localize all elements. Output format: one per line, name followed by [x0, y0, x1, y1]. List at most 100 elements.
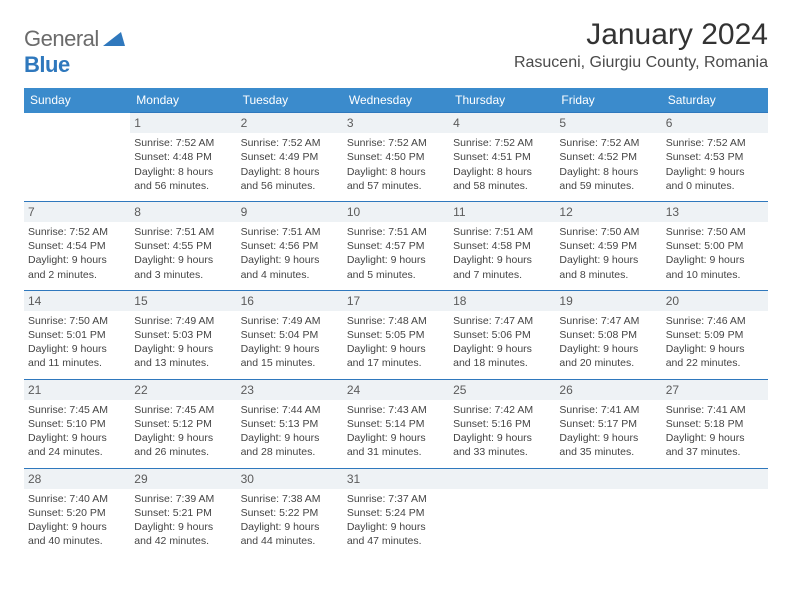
- daylight-text: Daylight: 9 hours: [241, 253, 339, 267]
- sunrise-text: Sunrise: 7:40 AM: [28, 492, 126, 506]
- day-number: 29: [130, 469, 236, 489]
- day-cell: [555, 468, 661, 556]
- daylight-text: and 20 minutes.: [559, 356, 657, 370]
- day-number: 2: [237, 113, 343, 133]
- day-number: 27: [662, 380, 768, 400]
- sunset-text: Sunset: 5:12 PM: [134, 417, 232, 431]
- day-number: 10: [343, 202, 449, 222]
- daylight-text: and 11 minutes.: [28, 356, 126, 370]
- day-cell: 11Sunrise: 7:51 AMSunset: 4:58 PMDayligh…: [449, 201, 555, 290]
- daylight-text: and 2 minutes.: [28, 268, 126, 282]
- sunrise-text: Sunrise: 7:45 AM: [134, 403, 232, 417]
- daylight-text: and 22 minutes.: [666, 356, 764, 370]
- day-cell: 1Sunrise: 7:52 AMSunset: 4:48 PMDaylight…: [130, 113, 236, 202]
- daylight-text: and 31 minutes.: [347, 445, 445, 459]
- sunset-text: Sunset: 5:04 PM: [241, 328, 339, 342]
- day-number: 7: [24, 202, 130, 222]
- daylight-text: Daylight: 9 hours: [453, 431, 551, 445]
- day-cell: 7Sunrise: 7:52 AMSunset: 4:54 PMDaylight…: [24, 201, 130, 290]
- daylight-text: Daylight: 9 hours: [28, 520, 126, 534]
- sunset-text: Sunset: 5:21 PM: [134, 506, 232, 520]
- day-number: 14: [24, 291, 130, 311]
- day-number: 18: [449, 291, 555, 311]
- day-number: 5: [555, 113, 661, 133]
- day-number: 1: [130, 113, 236, 133]
- day-cell: 24Sunrise: 7:43 AMSunset: 5:14 PMDayligh…: [343, 379, 449, 468]
- sunset-text: Sunset: 5:09 PM: [666, 328, 764, 342]
- week-row: 21Sunrise: 7:45 AMSunset: 5:10 PMDayligh…: [24, 379, 768, 468]
- week-row: 28Sunrise: 7:40 AMSunset: 5:20 PMDayligh…: [24, 468, 768, 556]
- daylight-text: and 0 minutes.: [666, 179, 764, 193]
- daylight-text: Daylight: 9 hours: [134, 520, 232, 534]
- logo-triangle-icon: [103, 26, 125, 52]
- sunrise-text: Sunrise: 7:51 AM: [347, 225, 445, 239]
- daylight-text: Daylight: 9 hours: [453, 253, 551, 267]
- day-cell: 4Sunrise: 7:52 AMSunset: 4:51 PMDaylight…: [449, 113, 555, 202]
- day-cell: [449, 468, 555, 556]
- sunrise-text: Sunrise: 7:43 AM: [347, 403, 445, 417]
- day-cell: 2Sunrise: 7:52 AMSunset: 4:49 PMDaylight…: [237, 113, 343, 202]
- daylight-text: Daylight: 9 hours: [241, 342, 339, 356]
- day-cell: [662, 468, 768, 556]
- daylight-text: and 13 minutes.: [134, 356, 232, 370]
- day-cell: 3Sunrise: 7:52 AMSunset: 4:50 PMDaylight…: [343, 113, 449, 202]
- day-cell: 17Sunrise: 7:48 AMSunset: 5:05 PMDayligh…: [343, 290, 449, 379]
- daylight-text: and 37 minutes.: [666, 445, 764, 459]
- daylight-text: and 47 minutes.: [347, 534, 445, 548]
- daylight-text: Daylight: 9 hours: [559, 253, 657, 267]
- daylight-text: and 56 minutes.: [241, 179, 339, 193]
- sunset-text: Sunset: 5:01 PM: [28, 328, 126, 342]
- day-cell: 20Sunrise: 7:46 AMSunset: 5:09 PMDayligh…: [662, 290, 768, 379]
- sunset-text: Sunset: 4:49 PM: [241, 150, 339, 164]
- daylight-text: Daylight: 8 hours: [134, 165, 232, 179]
- daylight-text: and 59 minutes.: [559, 179, 657, 193]
- daylight-text: Daylight: 9 hours: [559, 342, 657, 356]
- day-cell: 19Sunrise: 7:47 AMSunset: 5:08 PMDayligh…: [555, 290, 661, 379]
- daylight-text: Daylight: 9 hours: [666, 253, 764, 267]
- sunset-text: Sunset: 5:22 PM: [241, 506, 339, 520]
- day-cell: 10Sunrise: 7:51 AMSunset: 4:57 PMDayligh…: [343, 201, 449, 290]
- day-cell: [24, 113, 130, 202]
- daylight-text: and 15 minutes.: [241, 356, 339, 370]
- day-number: 9: [237, 202, 343, 222]
- day-cell: 31Sunrise: 7:37 AMSunset: 5:24 PMDayligh…: [343, 468, 449, 556]
- logo-text-general: General: [24, 26, 99, 51]
- sunset-text: Sunset: 5:10 PM: [28, 417, 126, 431]
- daylight-text: Daylight: 9 hours: [559, 431, 657, 445]
- day-number: 28: [24, 469, 130, 489]
- week-row: 14Sunrise: 7:50 AMSunset: 5:01 PMDayligh…: [24, 290, 768, 379]
- logo-text-blue: Blue: [24, 52, 70, 77]
- sunset-text: Sunset: 5:17 PM: [559, 417, 657, 431]
- sunrise-text: Sunrise: 7:51 AM: [134, 225, 232, 239]
- daylight-text: and 10 minutes.: [666, 268, 764, 282]
- sunrise-text: Sunrise: 7:46 AM: [666, 314, 764, 328]
- daylight-text: and 57 minutes.: [347, 179, 445, 193]
- daylight-text: and 24 minutes.: [28, 445, 126, 459]
- day-cell: 9Sunrise: 7:51 AMSunset: 4:56 PMDaylight…: [237, 201, 343, 290]
- sunrise-text: Sunrise: 7:52 AM: [453, 136, 551, 150]
- daylight-text: and 5 minutes.: [347, 268, 445, 282]
- location: Rasuceni, Giurgiu County, Romania: [514, 54, 768, 72]
- daylight-text: and 18 minutes.: [453, 356, 551, 370]
- day-number: 3: [343, 113, 449, 133]
- day-number: 21: [24, 380, 130, 400]
- sunset-text: Sunset: 5:06 PM: [453, 328, 551, 342]
- sunset-text: Sunset: 5:20 PM: [28, 506, 126, 520]
- title-block: January 2024 Rasuceni, Giurgiu County, R…: [514, 18, 768, 72]
- daylight-text: Daylight: 8 hours: [241, 165, 339, 179]
- day-number: 6: [662, 113, 768, 133]
- day-cell: 22Sunrise: 7:45 AMSunset: 5:12 PMDayligh…: [130, 379, 236, 468]
- day-header: Friday: [555, 88, 661, 113]
- day-number: 20: [662, 291, 768, 311]
- daylight-text: and 35 minutes.: [559, 445, 657, 459]
- sunrise-text: Sunrise: 7:45 AM: [28, 403, 126, 417]
- daylight-text: and 28 minutes.: [241, 445, 339, 459]
- day-cell: 23Sunrise: 7:44 AMSunset: 5:13 PMDayligh…: [237, 379, 343, 468]
- daylight-text: Daylight: 9 hours: [347, 253, 445, 267]
- sunrise-text: Sunrise: 7:52 AM: [347, 136, 445, 150]
- daylight-text: Daylight: 9 hours: [28, 342, 126, 356]
- sunset-text: Sunset: 4:58 PM: [453, 239, 551, 253]
- day-number-empty: [662, 469, 768, 489]
- sunset-text: Sunset: 4:55 PM: [134, 239, 232, 253]
- day-header: Thursday: [449, 88, 555, 113]
